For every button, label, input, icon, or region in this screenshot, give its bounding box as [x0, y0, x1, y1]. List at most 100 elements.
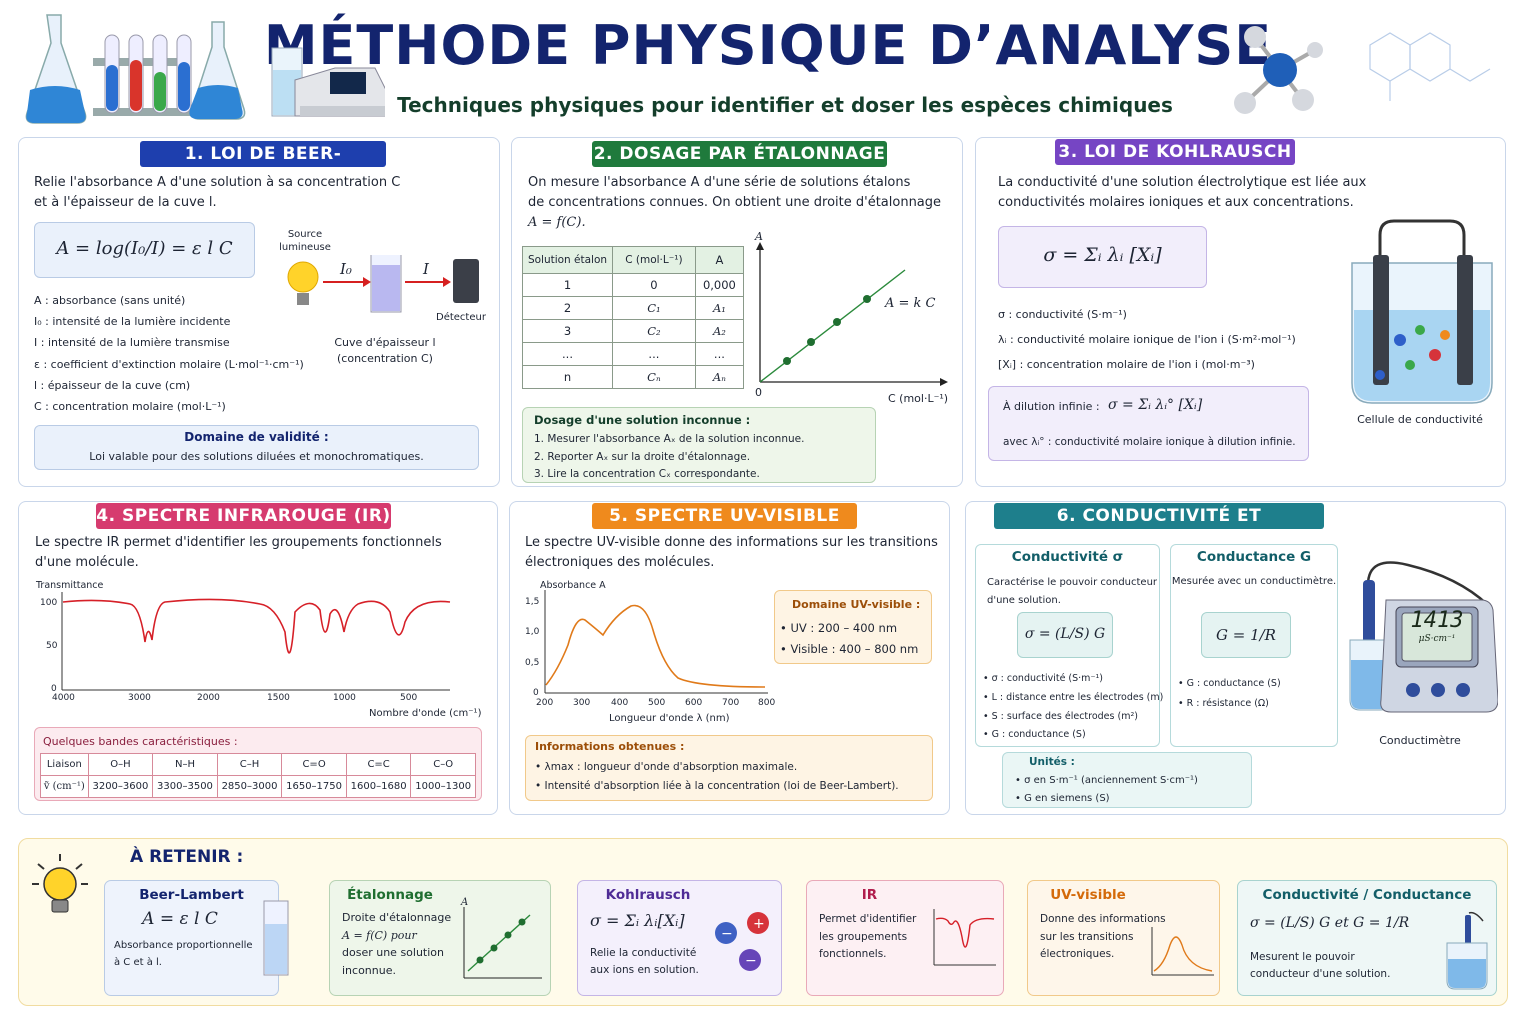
beer-intro-line1: Relie l'absorbance A d'une solution à sa… [34, 175, 401, 190]
etalon-head-c: C (mol·L⁻¹) [612, 246, 696, 274]
unknown-title: Dosage d'une solution inconnue : [534, 413, 751, 427]
g-desc: Mesurée avec un conductimètre. [1171, 576, 1337, 587]
uv-info-box [525, 735, 933, 801]
list-item: • σ : conductivité (S·m⁻¹) [983, 673, 1103, 684]
unknown-box [522, 407, 876, 483]
mini-ir-chart [933, 909, 996, 966]
beer-var-i0: I₀ : intensité de la lumière incidente [34, 315, 231, 329]
light-source-label: Source lumineuse [279, 229, 331, 253]
cond-title: Conductivité σ [1011, 549, 1124, 565]
uv-xtick: 200 [536, 698, 554, 708]
beer-lambert-setup-diagram [287, 255, 479, 313]
list-item: • R : résistance (Ω) [1178, 698, 1269, 709]
uv-xtick: 600 [685, 698, 703, 708]
meter-display-unit: μS·cm⁻¹ [1418, 634, 1456, 644]
list-item: • Intensité d'absorption liée à la conce… [535, 780, 899, 792]
detector-label: Détecteur [436, 312, 486, 323]
etal-intro-3: A = f(C). [528, 215, 586, 230]
i0-label: I₀ [340, 260, 352, 278]
uv-ytick: 1,0 [525, 627, 540, 637]
kohl-intro-1: La conductivité d'une solution électroly… [998, 175, 1367, 190]
uv-intro-1: Le spectre UV-visible donne des informat… [525, 535, 938, 550]
ir-spectrum-chart [61, 592, 451, 691]
beer-intro-line2: et à l'épaisseur de la cuve l. [34, 195, 217, 210]
cuvette-icon [263, 900, 289, 976]
badge-ir: 4. SPECTRE INFRAROUGE (IR) [96, 503, 391, 529]
beer-var-c: C : concentration molaire (mol·L⁻¹) [34, 400, 226, 414]
list-item: [Xᵢ] : concentration molaire de l'ion i … [998, 358, 1255, 371]
beer-var-a: A : absorbance (sans unité) [34, 294, 186, 307]
uv-xtick: 800 [758, 698, 776, 708]
g-var-list: • G : conductance (S) • R : résistance (… [1178, 674, 1281, 714]
uv-ytick: 0,5 [525, 658, 540, 668]
uv-intro-2: électroniques des molécules. [525, 555, 715, 570]
molecule-icon [1234, 26, 1323, 114]
g-formula: G = 1/R [1216, 626, 1276, 644]
etalon-head-a: A [694, 246, 745, 274]
ir-ylabel: Transmittance [36, 580, 104, 591]
badge-etalonnage: 2. DOSAGE PAR ÉTALONNAGE [592, 141, 887, 167]
uv-ylabel: Absorbance A [540, 580, 606, 591]
badge-uv: 5. SPECTRE UV-VISIBLE [592, 503, 857, 529]
infinite-dilution-box [988, 386, 1309, 461]
badge-beer-lambert: 1. LOI DE BEER-LAMBERT [140, 141, 386, 190]
retenir-card-beer: Beer-Lambert A = ε l C Absorbance propor… [104, 880, 289, 996]
ir-xlabel: Nombre d'onde (cm⁻¹) [369, 708, 482, 719]
cond-desc-2: d'une solution. [987, 595, 1061, 606]
calibration-point [504, 931, 512, 939]
units-list: • σ en S·m⁻¹ (anciennement S·cm⁻¹) • G e… [1015, 772, 1198, 808]
uv-ytick: 1,5 [525, 597, 540, 607]
calibration-point [863, 295, 871, 303]
uv-info-list: • λmax : longueur d'onde d'absorption ma… [535, 758, 899, 796]
ir-intro-2: d'une molécule. [35, 555, 139, 570]
calibration-point [476, 956, 484, 964]
calib-line-label: A = k C [885, 296, 936, 311]
uv-ytick: 0 [533, 688, 539, 698]
calibration-point [783, 357, 791, 365]
list-item: 2. Reporter Aₓ sur la droite d'étalonnag… [534, 450, 751, 463]
badge-conductivite: 6. CONDUCTIVITÉ ET CONDUCTANCE [994, 503, 1324, 552]
calibration-point [807, 338, 815, 346]
ir-xtick-4000: 4000 [52, 693, 75, 703]
meter-display-value: 1413 [1410, 608, 1464, 633]
beer-variable-list: A : absorbance (sans unité) I₀ : intensi… [34, 290, 304, 417]
calibration-line-chart [756, 242, 948, 386]
ions-icon: − + − [715, 912, 769, 971]
calibration-point [490, 944, 498, 952]
ir-bands-table: Liaison O–H N–H C–H C=O C=C C–O ṽ (cm⁻¹) 3200–3… [40, 753, 476, 798]
list-item: 1. Mesurer l'absorbance Aₓ de la solutio… [534, 433, 805, 445]
beaker-probe-icon [1446, 911, 1488, 990]
ir-intro-1: Le spectre IR permet d'identifier les gr… [35, 535, 442, 550]
etalon-head-solution: Solution étalon [522, 246, 613, 274]
beer-lambert-formula: A = log(I₀/I) = ε l C [56, 238, 233, 259]
calib-origin: 0 [755, 386, 762, 399]
ir-ytick-0: 0 [51, 684, 57, 694]
badge-kohlrausch: 3. LOI DE KOHLRAUSCH [1055, 139, 1295, 165]
table-row: 2 C₁ A₁ [522, 296, 745, 320]
uv-xlabel: Longueur d'onde λ (nm) [609, 713, 730, 724]
page-title: MÉTHODE PHYSIQUE D’ANALYSE [263, 14, 1273, 77]
uv-info-title: Informations obtenues : [535, 740, 685, 753]
kohl-variable-list: σ : conductivité (S·m⁻¹) λᵢ : conductivi… [998, 302, 1296, 377]
kohl-intro-2: conductivités molaires ioniques et aux c… [998, 195, 1354, 210]
table-row: 3 C₂ A₂ [522, 319, 745, 343]
inf-label: À dilution infinie : [1003, 400, 1100, 413]
list-item: σ : conductivité (S·m⁻¹) [998, 308, 1127, 321]
list-item: • G : conductance (S) [1178, 678, 1281, 689]
table-row: ......... [522, 342, 745, 366]
list-item: • σ en S·m⁻¹ (anciennement S·cm⁻¹) [1015, 775, 1198, 786]
ir-xtick-2000: 2000 [197, 693, 220, 703]
validity-title: Domaine de validité : [184, 430, 329, 444]
conductimeter-illustration [1349, 561, 1498, 713]
calib-axis-y: A [755, 230, 763, 243]
uv-spectrum-chart [544, 590, 768, 694]
ir-xtick-500: 500 [400, 693, 418, 703]
validity-text: Loi valable pour des solutions diluées e… [89, 450, 424, 463]
cond-desc-1: Caractérise le pouvoir conducteur [987, 577, 1158, 588]
validity-box [34, 425, 479, 470]
lightbulb-icon [32, 854, 88, 913]
uv-domain-title: Domaine UV-visible : [792, 598, 921, 611]
retenir-card-etalonnage: Étalonnage Droite d'étalonnage A = f(C) p… [329, 880, 551, 996]
cuvette-label-2: (concentration C) [337, 352, 433, 365]
